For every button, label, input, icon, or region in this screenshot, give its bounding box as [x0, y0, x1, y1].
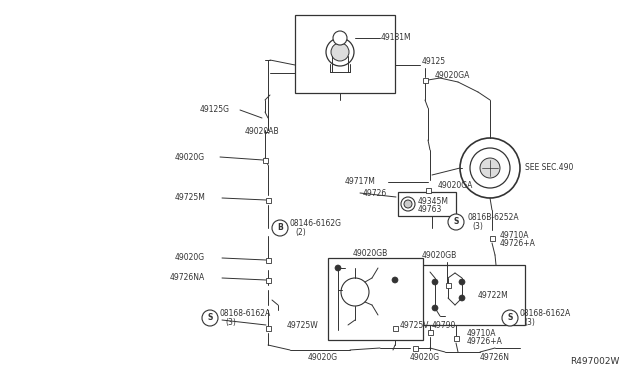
Circle shape	[392, 277, 398, 283]
Text: 08168-6162A: 08168-6162A	[220, 310, 271, 318]
Text: (3): (3)	[472, 222, 483, 231]
Bar	[426, 187, 431, 192]
Circle shape	[333, 31, 347, 45]
Text: 49345M: 49345M	[418, 196, 449, 205]
Circle shape	[470, 148, 510, 188]
Bar	[398, 192, 456, 216]
Bar	[420, 265, 525, 325]
Circle shape	[404, 200, 412, 208]
Text: 49020AB: 49020AB	[245, 128, 280, 137]
Circle shape	[460, 138, 520, 198]
Bar	[266, 326, 271, 330]
Text: 49725W: 49725W	[287, 321, 319, 330]
Text: (3): (3)	[225, 318, 236, 327]
Bar	[266, 278, 271, 282]
Text: 49726: 49726	[363, 189, 387, 198]
Text: 49717M: 49717M	[345, 177, 376, 186]
Circle shape	[335, 265, 341, 271]
Circle shape	[331, 43, 349, 61]
Circle shape	[448, 214, 464, 230]
Bar	[295, 15, 395, 93]
Text: B: B	[277, 224, 283, 232]
Text: 49125: 49125	[422, 58, 446, 67]
Bar	[392, 326, 397, 330]
Circle shape	[480, 158, 500, 178]
Circle shape	[502, 310, 518, 326]
Circle shape	[432, 279, 438, 285]
Text: 49763: 49763	[418, 205, 442, 215]
Bar	[445, 282, 451, 288]
Text: 49725M: 49725M	[175, 193, 206, 202]
Text: 49020GB: 49020GB	[422, 250, 457, 260]
Text: S: S	[207, 314, 212, 323]
Bar	[413, 346, 417, 350]
Text: R497002W: R497002W	[570, 357, 620, 366]
Text: 08146-6162G: 08146-6162G	[290, 219, 342, 228]
Text: 49726NA: 49726NA	[170, 273, 205, 282]
Circle shape	[401, 197, 415, 211]
Text: 49726+A: 49726+A	[467, 337, 503, 346]
Text: 49726+A: 49726+A	[500, 240, 536, 248]
Bar	[428, 330, 433, 334]
Text: 49020GA: 49020GA	[435, 71, 470, 80]
Bar	[454, 336, 458, 340]
Bar	[328, 258, 423, 340]
Text: 0816B-6252A: 0816B-6252A	[468, 214, 520, 222]
Bar	[266, 198, 271, 202]
Text: 49726N: 49726N	[480, 353, 510, 362]
Circle shape	[326, 38, 354, 66]
Bar	[262, 157, 268, 163]
Bar	[490, 235, 495, 241]
Text: 49181M: 49181M	[381, 33, 412, 42]
Text: 49710A: 49710A	[500, 231, 529, 240]
Text: S: S	[453, 218, 459, 227]
Text: 49020GB: 49020GB	[353, 248, 388, 257]
Bar	[422, 77, 428, 83]
Text: S: S	[508, 314, 513, 323]
Text: 49020G: 49020G	[175, 253, 205, 263]
Bar	[266, 257, 271, 263]
Circle shape	[272, 220, 288, 236]
Circle shape	[459, 295, 465, 301]
Text: 49710A: 49710A	[467, 328, 497, 337]
Text: 49020G: 49020G	[175, 153, 205, 161]
Text: 49790: 49790	[432, 321, 456, 330]
Text: 49725V: 49725V	[400, 321, 429, 330]
Text: SEE SEC.490: SEE SEC.490	[525, 164, 573, 173]
Text: (3): (3)	[524, 318, 535, 327]
Text: 49020G: 49020G	[410, 353, 440, 362]
Circle shape	[432, 305, 438, 311]
Text: (2): (2)	[295, 228, 306, 237]
Text: 49722M: 49722M	[478, 291, 509, 299]
Circle shape	[341, 278, 369, 306]
Circle shape	[459, 279, 465, 285]
Circle shape	[202, 310, 218, 326]
Text: 49020GA: 49020GA	[438, 180, 474, 189]
Text: 08168-6162A: 08168-6162A	[520, 310, 572, 318]
Text: 49125G: 49125G	[200, 106, 230, 115]
Text: 49020G: 49020G	[308, 353, 338, 362]
